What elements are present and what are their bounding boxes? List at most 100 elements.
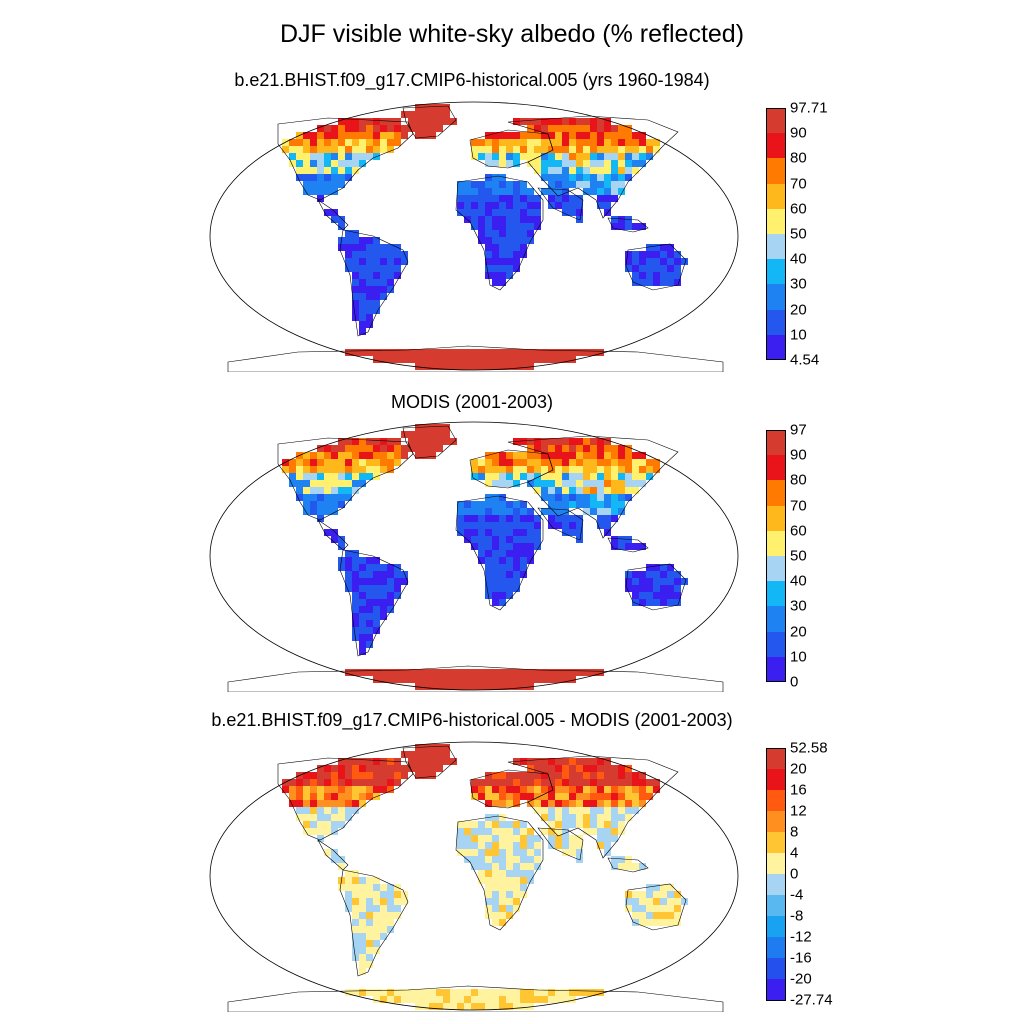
grid-cell (611, 473, 618, 480)
colorbar-tick-label: 30 (790, 275, 807, 293)
grid-cell (310, 146, 317, 153)
grid-cell (520, 891, 527, 898)
grid-cell (604, 758, 611, 765)
grid-cell (618, 501, 625, 508)
grid-cell (548, 174, 555, 181)
grid-cell (345, 765, 352, 772)
grid-cell (324, 800, 331, 807)
grid-cell (429, 125, 436, 132)
panel-title-obs: MODIS (2001-2003) (390, 392, 554, 412)
grid-cell (520, 195, 527, 202)
grid-cell (597, 146, 604, 153)
grid-cell (359, 613, 366, 620)
grid-cell (478, 550, 485, 557)
colorbar-tick-label: -8 (790, 907, 804, 925)
grid-cell (527, 1003, 534, 1010)
grid-cell (520, 849, 527, 856)
grid-cell (597, 800, 604, 807)
colorbar-swatch (766, 790, 786, 812)
grid-cell (331, 786, 338, 793)
grid-cell (625, 898, 632, 905)
grid-cell (422, 683, 429, 690)
grid-cell (646, 251, 653, 258)
grid-cell (422, 1003, 429, 1010)
grid-cell (373, 438, 380, 445)
grid-cell (506, 195, 513, 202)
grid-cell (478, 835, 485, 842)
grid-cell (597, 132, 604, 139)
grid-cell (457, 676, 464, 683)
grid-cell (352, 258, 359, 265)
grid-cell (471, 188, 478, 195)
grid-cell (520, 996, 527, 1003)
grid-cell (555, 459, 562, 466)
grid-cell (506, 536, 513, 543)
colorbar-tick-label: -4 (790, 886, 804, 904)
grid-cell (604, 828, 611, 835)
grid-cell (415, 356, 422, 363)
grid-cell (457, 195, 464, 202)
grid-cell (611, 543, 618, 550)
grid-cell (317, 807, 324, 814)
grid-cell (562, 522, 569, 529)
grid-cell (527, 466, 534, 473)
grid-cell (632, 807, 639, 814)
grid-cell (394, 139, 401, 146)
grid-cell (590, 487, 597, 494)
grid-cell (464, 209, 471, 216)
grid-cell (310, 508, 317, 515)
grid-cell (492, 585, 499, 592)
grid-cell (471, 223, 478, 230)
grid-cell (499, 786, 506, 793)
grid-cell (366, 251, 373, 258)
grid-cell (338, 459, 345, 466)
grid-cell (296, 814, 303, 821)
grid-cell (506, 585, 513, 592)
coastline (455, 815, 544, 931)
grid-cell (492, 146, 499, 153)
grid-cell (436, 356, 443, 363)
grid-cell (625, 132, 632, 139)
colorbar-swatch (766, 606, 786, 633)
grid-cell (296, 174, 303, 181)
grid-cell (527, 216, 534, 223)
grid-cell (352, 459, 359, 466)
grid-cell (576, 153, 583, 160)
grid-cell (345, 258, 352, 265)
coastline (455, 495, 544, 611)
grid-cell (569, 473, 576, 480)
grid-cell (464, 996, 471, 1003)
grid-cell (569, 160, 576, 167)
grid-cell (317, 125, 324, 132)
grid-cell (303, 146, 310, 153)
grid-cell (345, 578, 352, 585)
grid-cell (485, 849, 492, 856)
grid-cell (485, 251, 492, 258)
grid-cell (604, 459, 611, 466)
grid-cell (667, 578, 674, 585)
grid-cell (513, 1003, 520, 1010)
grid-cell (583, 445, 590, 452)
grid-cell (618, 487, 625, 494)
grid-cell (310, 807, 317, 814)
grid-cell (611, 863, 618, 870)
grid-cell (387, 606, 394, 613)
grid-cell (541, 814, 548, 821)
grid-cell (408, 111, 415, 118)
grid-cell (338, 174, 345, 181)
colorbar-swatch (766, 853, 786, 875)
colorbar-tick-label: 8 (790, 823, 799, 841)
grid-cell (555, 828, 562, 835)
grid-cell (324, 139, 331, 146)
grid-cell (562, 125, 569, 132)
grid-cell (345, 237, 352, 244)
grid-cell (548, 118, 555, 125)
grid-cell (415, 996, 422, 1003)
grid-cell (506, 772, 513, 779)
grid-cell (590, 452, 597, 459)
grid-cell (576, 494, 583, 501)
grid-cell (373, 669, 380, 676)
grid-cell (352, 779, 359, 786)
grid-cell (338, 153, 345, 160)
grid-cell (506, 669, 513, 676)
